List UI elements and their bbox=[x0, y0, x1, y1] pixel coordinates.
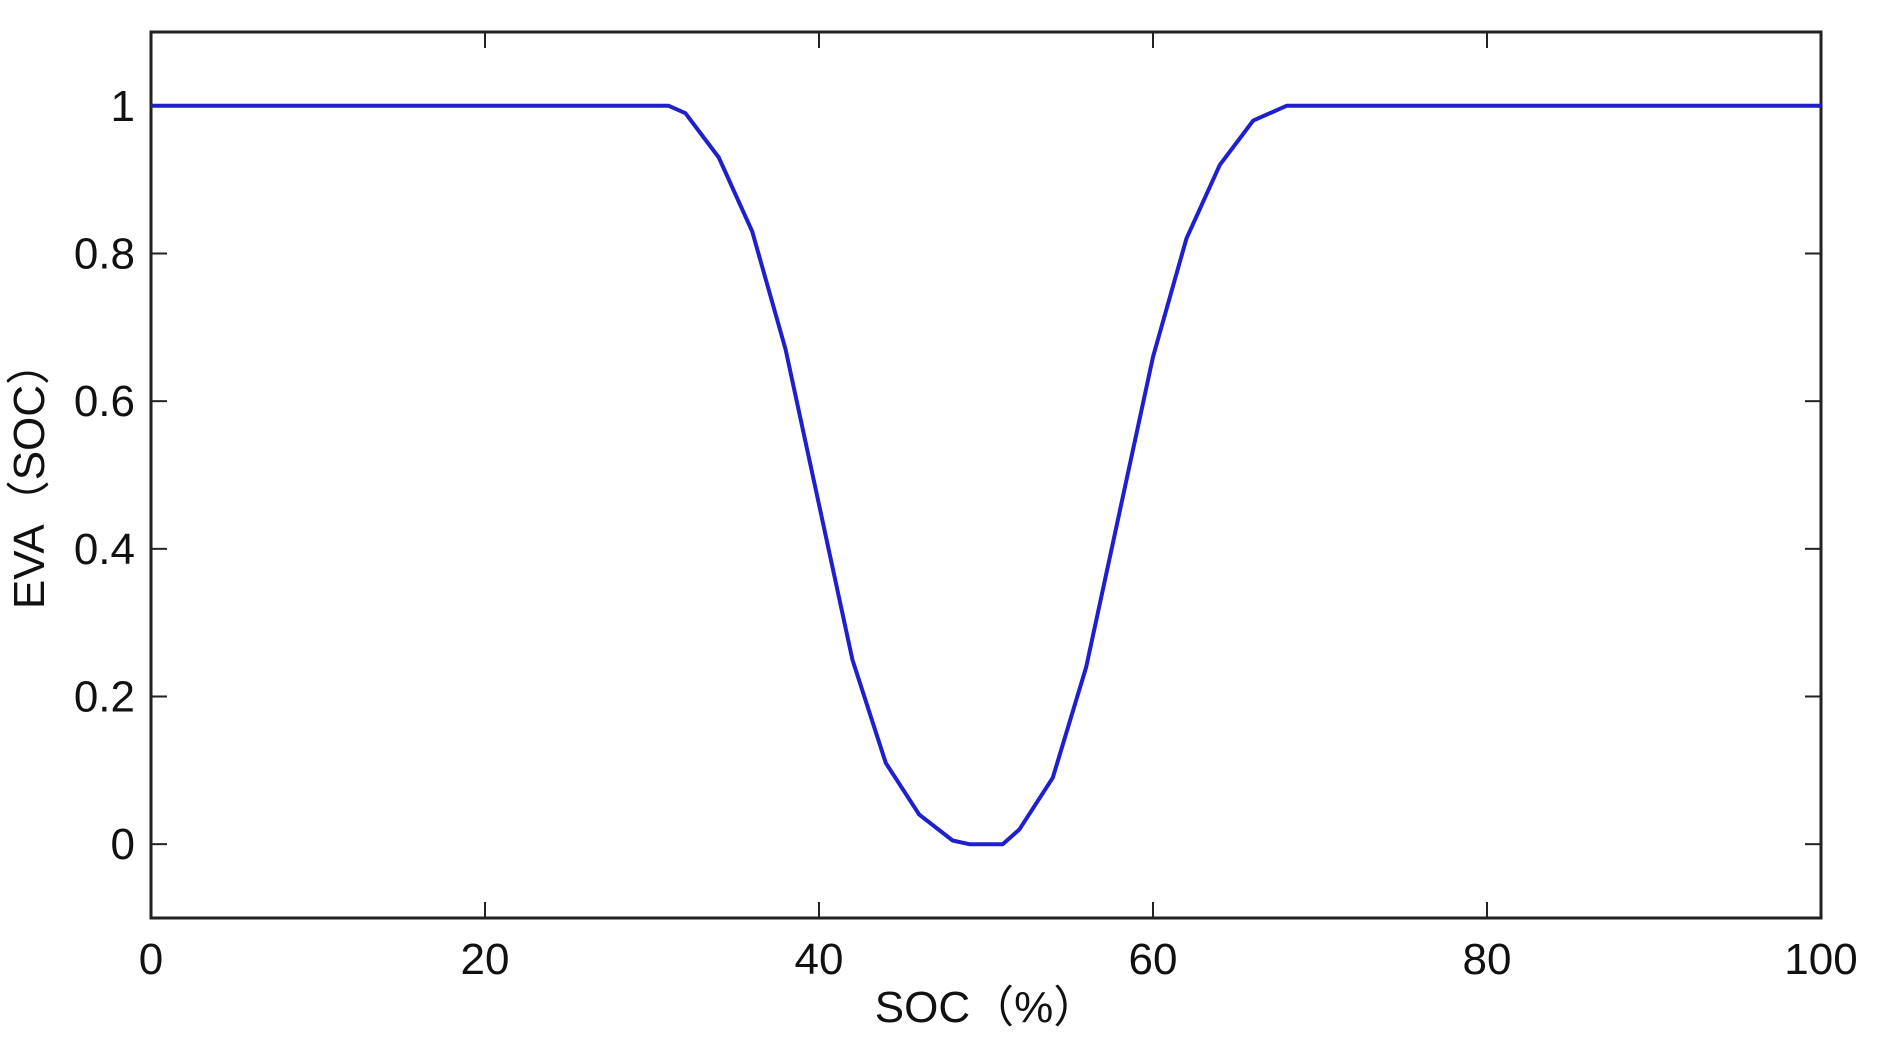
y-tick-label: 0 bbox=[111, 820, 135, 869]
x-axis-label: SOC（%） bbox=[875, 983, 1097, 1032]
series-line bbox=[151, 103, 1821, 847]
x-tick-label: 60 bbox=[1129, 935, 1178, 984]
y-axis: 0 0.2 0.4 0.6 0.8 1 bbox=[74, 82, 1821, 869]
x-tick-label: 0 bbox=[139, 935, 163, 984]
y-tick-label: 0.6 bbox=[74, 377, 135, 426]
y-tick-label: 0.4 bbox=[74, 525, 135, 574]
y-tick-label: 0.2 bbox=[74, 673, 135, 722]
x-tick-label: 100 bbox=[1784, 935, 1857, 984]
y-tick-label: 1 bbox=[111, 82, 135, 131]
x-tick-label: 40 bbox=[795, 935, 844, 984]
x-axis: 0 20 40 60 80 100 bbox=[139, 32, 1858, 984]
plot-area bbox=[149, 30, 1823, 920]
y-axis-label: EVA（SOC） bbox=[5, 341, 54, 609]
x-tick-label: 80 bbox=[1463, 935, 1512, 984]
y-tick-label: 0.8 bbox=[74, 230, 135, 279]
x-tick-label: 20 bbox=[461, 935, 510, 984]
series-layer bbox=[151, 103, 1821, 847]
